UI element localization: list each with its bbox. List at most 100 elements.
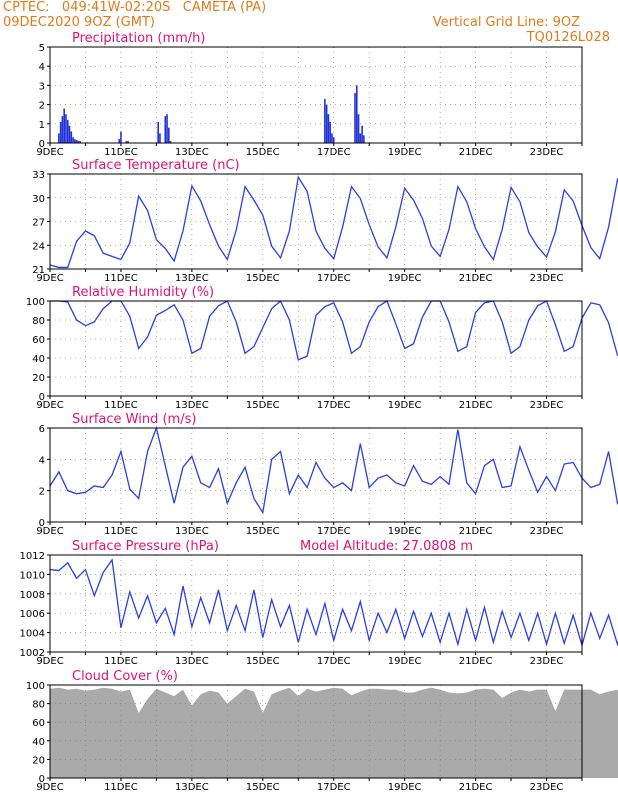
panel-title: Surface Wind (m/s) — [72, 412, 196, 427]
precip-bar — [164, 116, 167, 143]
x-tick-label: 9DEC — [36, 147, 63, 158]
x-tick-label: 11DEC — [104, 400, 138, 411]
x-tick-label: 15DEC — [246, 147, 280, 158]
x-tick-label: 13DEC — [175, 526, 209, 537]
x-tick-label: 9DEC — [36, 782, 63, 793]
x-tick-label: 19DEC — [388, 526, 422, 537]
precip-bar — [118, 139, 120, 143]
precip-bar — [325, 104, 328, 143]
x-tick-label: 11DEC — [104, 782, 138, 793]
run-time-header: 09DEC2020 9OZ (GMT) — [3, 15, 155, 30]
y-tick-label: 80 — [32, 700, 45, 711]
y-tick-label: 0 — [39, 774, 45, 785]
precip-bar — [166, 114, 168, 143]
precip-bar — [361, 125, 363, 143]
y-tick-label: 20 — [32, 373, 45, 384]
precip-bar — [331, 133, 333, 143]
x-tick-label: 17DEC — [317, 273, 351, 284]
x-tick-label: 23DEC — [530, 656, 564, 667]
y-tick-label: 20 — [32, 755, 45, 766]
x-tick-label: 19DEC — [388, 147, 422, 158]
x-tick-label: 21DEC — [459, 526, 493, 537]
precip-bar — [70, 131, 73, 143]
x-tick-label: 11DEC — [104, 273, 138, 284]
x-tick-label: 17DEC — [317, 400, 351, 411]
x-tick-label: 21DEC — [459, 147, 493, 158]
panel-title: Relative Humidity (%) — [72, 285, 214, 300]
precip-bar — [59, 121, 62, 143]
y-tick-label: 60 — [32, 718, 45, 729]
x-tick-label: 23DEC — [530, 273, 564, 284]
x-tick-label: 15DEC — [246, 400, 280, 411]
y-tick-label: 24 — [32, 241, 45, 252]
precip-bar — [72, 137, 74, 143]
y-tick-label: 1 — [39, 120, 45, 131]
y-tick-label: 1008 — [20, 590, 45, 601]
x-tick-label: 17DEC — [317, 147, 351, 158]
series-line-4 — [49, 558, 618, 648]
y-tick-label: 1012 — [20, 551, 45, 562]
y-tick-label: 80 — [32, 316, 45, 327]
precip-bar — [74, 139, 76, 143]
x-tick-label: 9DEC — [36, 400, 63, 411]
x-tick-label: 9DEC — [36, 273, 63, 284]
x-tick-label: 13DEC — [175, 147, 209, 158]
x-tick-label: 15DEC — [246, 656, 280, 667]
x-tick-label: 19DEC — [388, 400, 422, 411]
x-tick-label: 13DEC — [175, 656, 209, 667]
y-tick-label: 0 — [39, 392, 45, 403]
precip-bar — [359, 133, 362, 143]
precip-bar — [68, 125, 71, 143]
y-tick-label: 40 — [32, 737, 45, 748]
x-tick-label: 15DEC — [246, 273, 280, 284]
precip-bar — [168, 127, 170, 143]
y-tick-label: 0 — [39, 518, 45, 529]
panel-title: Surface Pressure (hPa) — [72, 539, 219, 554]
cloud-cover-area — [50, 687, 618, 778]
panel-frame — [49, 300, 583, 397]
y-tick-label: 3 — [39, 81, 45, 92]
x-tick-label: 11DEC — [104, 526, 138, 537]
x-tick-label: 19DEC — [388, 273, 422, 284]
y-tick-label: 2 — [39, 101, 45, 112]
precip-bar — [127, 141, 129, 143]
precip-bar — [354, 93, 356, 143]
precip-bar — [58, 133, 60, 143]
x-tick-label: 13DEC — [175, 273, 209, 284]
y-tick-label: 60 — [32, 335, 45, 346]
y-tick-label: 33 — [32, 170, 45, 181]
y-tick-label: 40 — [32, 354, 45, 365]
y-tick-label: 2 — [39, 487, 45, 498]
y-tick-label: 4 — [39, 62, 45, 73]
x-tick-label: 17DEC — [317, 656, 351, 667]
y-tick-label: 6 — [39, 424, 45, 435]
precip-bar — [327, 114, 330, 143]
precip-bar — [75, 140, 78, 143]
y-tick-label: 100 — [26, 297, 45, 308]
x-tick-label: 9DEC — [36, 526, 63, 537]
panel-title: Precipitation (mm/h) — [72, 31, 205, 46]
x-tick-label: 21DEC — [459, 656, 493, 667]
precip-bar — [65, 114, 67, 143]
precip-bar — [63, 108, 65, 143]
precip-bar — [324, 98, 326, 143]
x-tick-label: 19DEC — [388, 782, 422, 793]
y-tick-label: 1002 — [20, 648, 45, 659]
precip-bar — [125, 141, 128, 143]
y-tick-label: 1010 — [20, 570, 45, 581]
x-tick-label: 15DEC — [246, 526, 280, 537]
x-tick-label: 23DEC — [530, 526, 564, 537]
panel-title: Cloud Cover (%) — [72, 669, 178, 684]
x-tick-label: 19DEC — [388, 656, 422, 667]
x-tick-label: 23DEC — [530, 782, 564, 793]
model-code: TQ0126L028 — [526, 30, 610, 45]
y-tick-label: 1004 — [20, 629, 45, 640]
y-tick-label: 100 — [26, 681, 45, 692]
precip-bar — [159, 133, 161, 143]
x-tick-label: 13DEC — [175, 782, 209, 793]
precip-bar — [77, 141, 80, 143]
y-tick-label: 27 — [32, 218, 45, 229]
precip-bar — [61, 116, 64, 143]
panel-title: Surface Temperature (nC) — [72, 158, 240, 173]
y-tick-label: 30 — [32, 194, 45, 205]
